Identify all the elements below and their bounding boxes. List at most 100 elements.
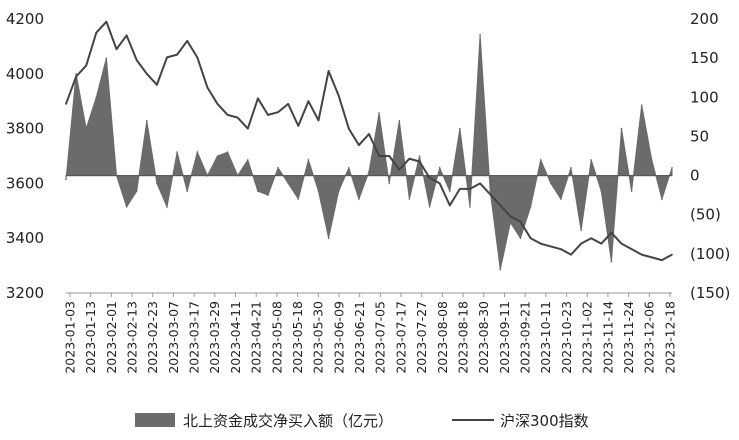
csi300-point [287, 103, 290, 105]
csi300-point [610, 231, 613, 234]
x-tick-label: 2023-10-23 [559, 301, 574, 374]
x-tick-label: 2023-06-09 [331, 301, 346, 374]
left-tick-label: 4200 [6, 10, 44, 28]
x-tick-label: 2023-03-29 [207, 301, 222, 374]
csi300-point [620, 242, 623, 245]
net-buy-point [196, 151, 199, 153]
csi300-point [398, 168, 401, 171]
x-tick-label: 2023-11-24 [621, 301, 636, 374]
net-buy-point [630, 190, 633, 193]
legend: 北上资金成交净买入额（亿元） 沪深300指数 [135, 412, 589, 430]
net-buy-point [368, 170, 370, 173]
csi300-point [600, 242, 603, 245]
x-tick-label: 2023-04-11 [228, 301, 243, 374]
csi300-point [327, 70, 330, 72]
csi300-point [297, 125, 300, 127]
net-buy-point [469, 206, 471, 208]
csi300-point [640, 253, 643, 256]
net-buy-point [186, 190, 188, 193]
csi300-point [580, 242, 582, 245]
csi300-point [146, 73, 148, 75]
legend-label-csi300: 沪深300指数 [500, 412, 589, 430]
x-tick-label: 2023-04-21 [249, 301, 264, 374]
csi300-point [428, 177, 431, 179]
csi300-point [358, 144, 360, 146]
csi300-point [418, 160, 421, 163]
csi300-point [449, 204, 451, 207]
net-buy-point [539, 159, 542, 161]
net-buy-point [620, 127, 623, 130]
right-axis: 200 150 100 50 0 (50) (100) (150) [690, 10, 730, 302]
left-tick-label: 4000 [6, 65, 44, 83]
csi300-point [661, 259, 663, 261]
x-tick-label: 2023-01-13 [83, 301, 98, 374]
right-tick-label: 0 [690, 167, 700, 185]
right-tick-label: (50) [690, 206, 721, 224]
left-tick-label: 3200 [6, 284, 44, 302]
right-tick-label: (100) [690, 245, 730, 263]
csi300-point [438, 182, 441, 185]
csi300-point [469, 188, 471, 190]
net-buy-point [651, 159, 653, 161]
right-tick-label: 100 [690, 88, 719, 106]
left-tick-label: 3800 [6, 120, 44, 138]
x-tick-label: 2023-03-07 [166, 301, 181, 374]
x-tick-label: 2023-12-18 [662, 301, 677, 374]
x-tick-label: 2023-03-17 [187, 301, 202, 374]
csi300-point [186, 40, 188, 42]
net-buy-point [378, 112, 380, 114]
x-tick-label: 2023-02-23 [145, 301, 160, 374]
net-buy-point [550, 182, 552, 185]
csi300-point [247, 127, 249, 130]
net-buy-area [65, 34, 673, 270]
csi300-point [135, 59, 138, 61]
x-tick-label: 2023-11-02 [580, 301, 595, 374]
csi300-point [75, 75, 77, 78]
x-axis: 2023-01-03 2023-01-13 2023-02-01 2023-02-13… [62, 292, 677, 374]
net-buy-point [640, 104, 643, 106]
csi300-point [236, 116, 239, 119]
right-tick-label: 150 [690, 49, 719, 67]
net-buy-point [105, 57, 108, 59]
x-tick-label: 2023-11-14 [600, 301, 615, 374]
net-buy-point [247, 159, 249, 161]
net-buy-point [166, 206, 168, 208]
right-tick-label: 50 [690, 127, 709, 145]
csi300-point [590, 237, 592, 239]
net-buy-area-series [65, 33, 673, 271]
net-buy-point [519, 237, 522, 239]
x-tick-label: 2023-06-21 [352, 301, 367, 374]
right-tick-label: (150) [690, 284, 730, 302]
x-tick-label: 2023-02-01 [104, 301, 119, 374]
net-buy-point [661, 198, 663, 200]
net-buy-point [580, 229, 582, 232]
net-buy-point [287, 182, 290, 185]
net-buy-point [348, 166, 350, 169]
x-tick-label: 2023-05-30 [311, 301, 326, 374]
net-buy-point [408, 198, 411, 200]
net-buy-point [398, 119, 401, 122]
net-buy-point [65, 178, 67, 181]
csi300-point [307, 100, 310, 102]
csi300-point [630, 248, 633, 250]
x-tick-label: 2023-02-13 [124, 301, 139, 374]
csi300-point [277, 111, 279, 113]
x-tick-label: 2023-08-18 [455, 301, 470, 374]
net-buy-point [449, 190, 451, 193]
csi300-point [529, 237, 532, 239]
csi300-point [125, 34, 128, 37]
csi300-line-series [65, 20, 673, 262]
net-buy-point [317, 190, 320, 193]
net-buy-point [600, 190, 603, 193]
csi300-point [368, 133, 370, 135]
x-tick-label: 2023-07-17 [393, 301, 408, 374]
x-tick-label: 2023-10-11 [538, 301, 553, 374]
net-buy-point [479, 33, 481, 36]
net-buy-point [156, 182, 158, 185]
net-buy-point [267, 194, 269, 196]
x-tick-label: 2023-12-06 [642, 301, 657, 374]
x-tick-label: 2023-09-21 [518, 301, 533, 374]
x-tick-label: 2023-05-18 [290, 301, 305, 374]
csi300-point [337, 94, 340, 97]
csi300-point [378, 155, 380, 157]
